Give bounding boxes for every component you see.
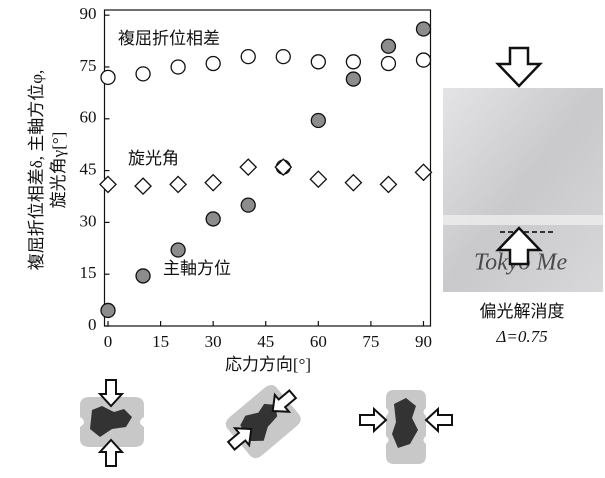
data-point (415, 164, 431, 180)
data-point (310, 171, 326, 187)
data-point (346, 55, 360, 69)
data-point (380, 176, 396, 192)
x-tick-label: 90 (415, 332, 432, 351)
data-point (311, 55, 325, 69)
data-point (170, 176, 186, 192)
data-point (381, 57, 395, 71)
data-point (136, 269, 150, 283)
data-point (416, 53, 430, 67)
y-tick-label: 0 (88, 315, 97, 334)
data-point (206, 57, 220, 71)
x-tick-label: 15 (152, 332, 169, 351)
y-tick-label: 15 (80, 263, 97, 282)
data-point (171, 60, 185, 74)
x-tick-label: 30 (205, 332, 222, 351)
series-label: 複屈折位相差 (118, 29, 220, 48)
data-point (241, 198, 255, 212)
y-tick-label: 60 (80, 108, 97, 127)
figure: Tokyo Me 偏光解消度 Δ=0.75 応力方向[°] 複屈折位相差δ, 主… (0, 0, 605, 473)
specimen-diagram (360, 390, 452, 464)
data-point (381, 39, 395, 53)
data-point (135, 178, 151, 194)
plot-frame (105, 10, 431, 326)
photo-caption: 偏光解消度 (480, 302, 565, 321)
data-point (311, 114, 325, 128)
data-point (205, 175, 221, 191)
x-tick-label: 0 (104, 332, 113, 351)
data-point (136, 67, 150, 81)
specimen-diagram (217, 377, 310, 467)
data-point (101, 70, 115, 84)
data-point (171, 243, 185, 257)
y-axis-label: 旋光角γ[°] (49, 132, 68, 209)
data-point (276, 50, 290, 64)
x-tick-label: 75 (362, 332, 379, 351)
y-tick-label: 75 (80, 56, 97, 75)
x-axis-label: 応力方向[°] (225, 355, 311, 374)
data-point (240, 159, 256, 175)
data-point (101, 303, 115, 317)
data-point (241, 50, 255, 64)
x-tick-label: 45 (257, 332, 274, 351)
data-point (416, 22, 430, 36)
photo-value: Δ=0.75 (495, 327, 547, 346)
data-point (206, 212, 220, 226)
series-label: 旋光角 (128, 149, 179, 168)
data-point (275, 159, 291, 175)
arrow (498, 48, 540, 86)
x-tick-label: 60 (310, 332, 327, 351)
data-point (345, 175, 361, 191)
y-tick-label: 45 (80, 159, 97, 178)
data-point (100, 176, 116, 192)
y-tick-label: 30 (80, 211, 97, 230)
series-label: 主軸方位 (163, 259, 231, 278)
photo-band (443, 215, 603, 225)
y-tick-label: 90 (80, 4, 97, 23)
data-point (346, 72, 360, 86)
specimen-diagram (80, 380, 144, 466)
y-axis-label: 複屈折位相差δ, 主軸方位φ, (27, 70, 46, 271)
